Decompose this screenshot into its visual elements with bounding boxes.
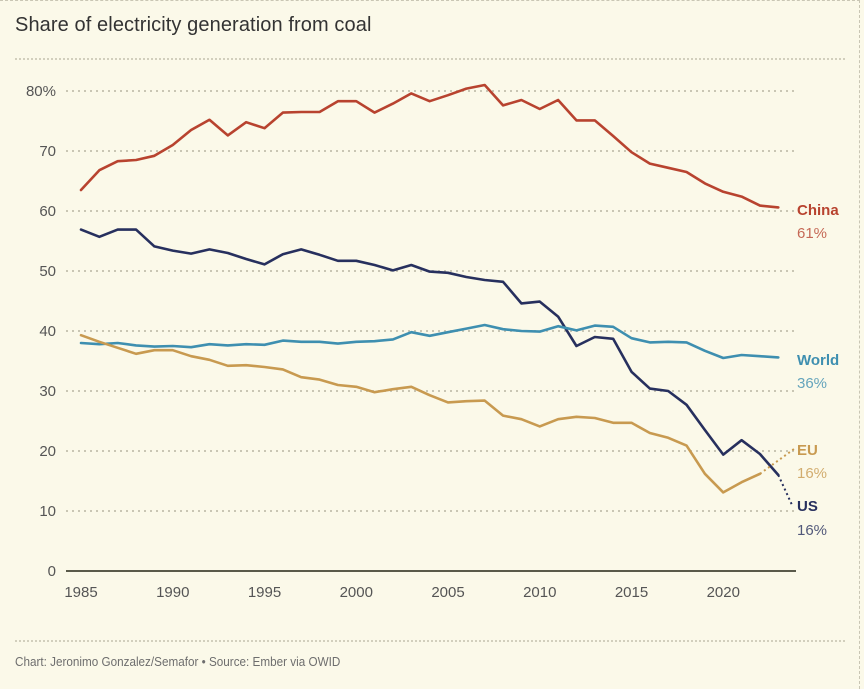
chart-credit: Chart: Jeronimo Gonzalez/Semafor • Sourc…	[15, 654, 341, 669]
y-tick-label: 50	[39, 263, 56, 280]
series-label-eu: EU	[797, 442, 818, 459]
series-end-value-eu: 16%	[797, 465, 827, 482]
series-line-china	[79, 83, 780, 209]
y-tick-label: 10	[39, 503, 56, 520]
y-tick-label: 0	[48, 563, 56, 580]
series-end-value-china: 61%	[797, 225, 827, 242]
series-label-world: World	[797, 352, 839, 369]
y-tick-label: 80%	[26, 83, 56, 100]
series-line-eu	[79, 333, 762, 494]
footer-divider	[15, 640, 845, 642]
x-tick-label: 2000	[340, 584, 373, 601]
gridlines	[66, 90, 796, 512]
label-connector-us	[777, 474, 793, 506]
series-end-value-world: 36%	[797, 375, 827, 392]
series-labels: China 61% US 16% World 36% EU 16%	[797, 202, 839, 539]
x-tick-label: 2010	[523, 584, 556, 601]
chart-title: Share of electricity generation from coa…	[15, 14, 372, 36]
y-tick-label: 70	[39, 143, 56, 160]
x-tick-label: 1990	[156, 584, 189, 601]
x-axis-ticks: 1985 1990 1995 2000 2005 2010 2015 2020	[64, 584, 740, 601]
title-divider	[15, 58, 845, 60]
y-tick-label: 40	[39, 323, 56, 340]
x-tick-label: 2015	[615, 584, 648, 601]
x-tick-label: 1995	[248, 584, 281, 601]
y-tick-label: 60	[39, 203, 56, 220]
y-tick-label: 20	[39, 443, 56, 460]
label-connector-eu	[759, 448, 795, 475]
y-axis-ticks: 0 10 20 30 40 50 60 70 80%	[26, 83, 56, 580]
series-lines	[79, 83, 795, 506]
x-tick-label: 2005	[431, 584, 464, 601]
series-line-us	[79, 228, 780, 477]
series-end-value-us: 16%	[797, 522, 827, 539]
x-tick-label: 2020	[707, 584, 740, 601]
series-label-us: US	[797, 498, 818, 515]
series-label-china: China	[797, 202, 839, 219]
x-tick-label: 1985	[64, 584, 97, 601]
y-tick-label: 30	[39, 383, 56, 400]
